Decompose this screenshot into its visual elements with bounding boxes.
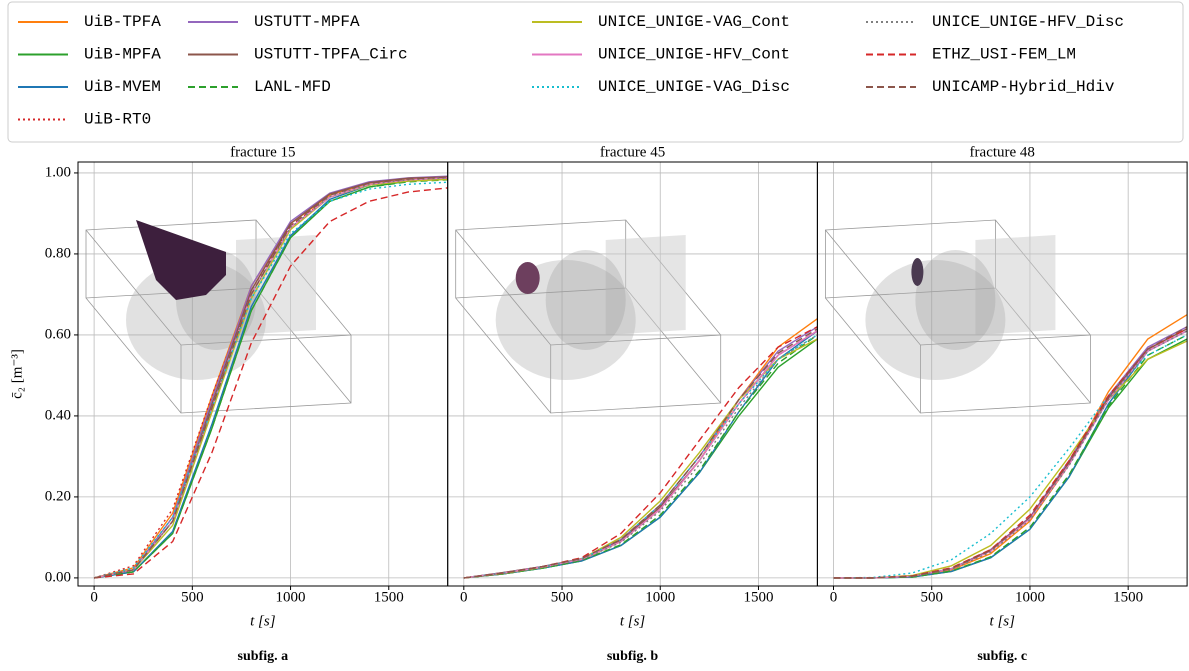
caption: subfig. c bbox=[977, 649, 1027, 664]
series-line bbox=[93, 178, 448, 579]
panel-title: fracture 15 bbox=[230, 144, 295, 160]
series-line bbox=[463, 328, 818, 579]
x-tick-label: 500 bbox=[181, 589, 204, 605]
legend-label: UiB-MPFA bbox=[84, 46, 161, 64]
x-tick-label: 1500 bbox=[374, 589, 404, 605]
caption: subfig. a bbox=[238, 649, 289, 664]
x-axis-label: t [s] bbox=[250, 613, 276, 629]
inset-blob bbox=[545, 250, 626, 350]
legend-label: UNICE_UNIGE-VAG_Disc bbox=[598, 78, 790, 96]
series-line bbox=[833, 326, 1188, 579]
legend-label: USTUTT-MPFA bbox=[254, 13, 360, 31]
legend-label: UiB-MVEM bbox=[84, 78, 161, 96]
inset-blob bbox=[865, 260, 1006, 380]
y-tick-label: 0.20 bbox=[45, 488, 71, 504]
x-tick-label: 1000 bbox=[276, 589, 306, 605]
panel-title: fracture 48 bbox=[970, 144, 1035, 160]
legend-label: LANL-MFD bbox=[254, 78, 331, 96]
series-line bbox=[94, 187, 448, 579]
legend-label: ETHZ_USI-FEM_LM bbox=[932, 46, 1076, 64]
inset-fracture bbox=[515, 262, 540, 294]
series-line bbox=[463, 338, 818, 579]
inset-fracture bbox=[136, 220, 226, 300]
inset-fracture bbox=[911, 258, 924, 286]
x-tick-label: 1500 bbox=[743, 589, 773, 605]
panel-title: fracture 45 bbox=[600, 144, 665, 160]
legend-label: UNICE_UNIGE-HFV_Cont bbox=[598, 46, 790, 64]
series-line bbox=[93, 176, 448, 579]
series-line bbox=[833, 338, 1188, 579]
y-tick-label: 1.00 bbox=[45, 164, 71, 180]
legend-box bbox=[7, 1, 1184, 143]
legend-label: UNICE_UNIGE-VAG_Cont bbox=[598, 13, 790, 31]
legend-label: UNICE_UNIGE-HFV_Disc bbox=[932, 13, 1124, 31]
y-axis-label: c̄₂ [m⁻³] bbox=[9, 349, 25, 399]
legend-label: USTUTT-TPFA_Circ bbox=[254, 46, 408, 64]
panel-frame bbox=[77, 161, 449, 587]
caption: subfig. b bbox=[607, 649, 659, 664]
inset-plane bbox=[605, 235, 686, 335]
inset bbox=[825, 219, 1092, 414]
legend-label: UNICAMP-Hybrid_Hdiv bbox=[932, 78, 1115, 96]
x-axis-label: t [s] bbox=[620, 613, 646, 629]
x-tick-label: 1000 bbox=[645, 589, 675, 605]
panel-frame bbox=[816, 161, 1188, 587]
x-tick-label: 0 bbox=[460, 589, 468, 605]
x-tick-label: 0 bbox=[830, 589, 838, 605]
series-line bbox=[463, 338, 818, 579]
series-line bbox=[833, 330, 1188, 579]
legend-label: UiB-RT0 bbox=[84, 111, 151, 129]
inset-blob bbox=[915, 250, 996, 350]
series-line bbox=[93, 179, 448, 579]
y-tick-label: 0.80 bbox=[45, 245, 71, 261]
y-tick-label: 0.60 bbox=[45, 326, 71, 342]
legend-label: UiB-TPFA bbox=[84, 13, 161, 31]
y-tick-label: 0.00 bbox=[45, 569, 71, 585]
x-tick-label: 500 bbox=[920, 589, 943, 605]
x-tick-label: 500 bbox=[551, 589, 574, 605]
series-line bbox=[833, 334, 1188, 579]
series-line bbox=[833, 334, 1188, 579]
y-tick-label: 0.40 bbox=[45, 407, 71, 423]
x-tick-label: 1500 bbox=[1113, 589, 1143, 605]
x-axis-label: t [s] bbox=[990, 613, 1016, 629]
x-tick-label: 0 bbox=[90, 589, 98, 605]
inset-plane bbox=[975, 235, 1056, 335]
x-tick-label: 1000 bbox=[1015, 589, 1045, 605]
inset bbox=[455, 219, 722, 414]
